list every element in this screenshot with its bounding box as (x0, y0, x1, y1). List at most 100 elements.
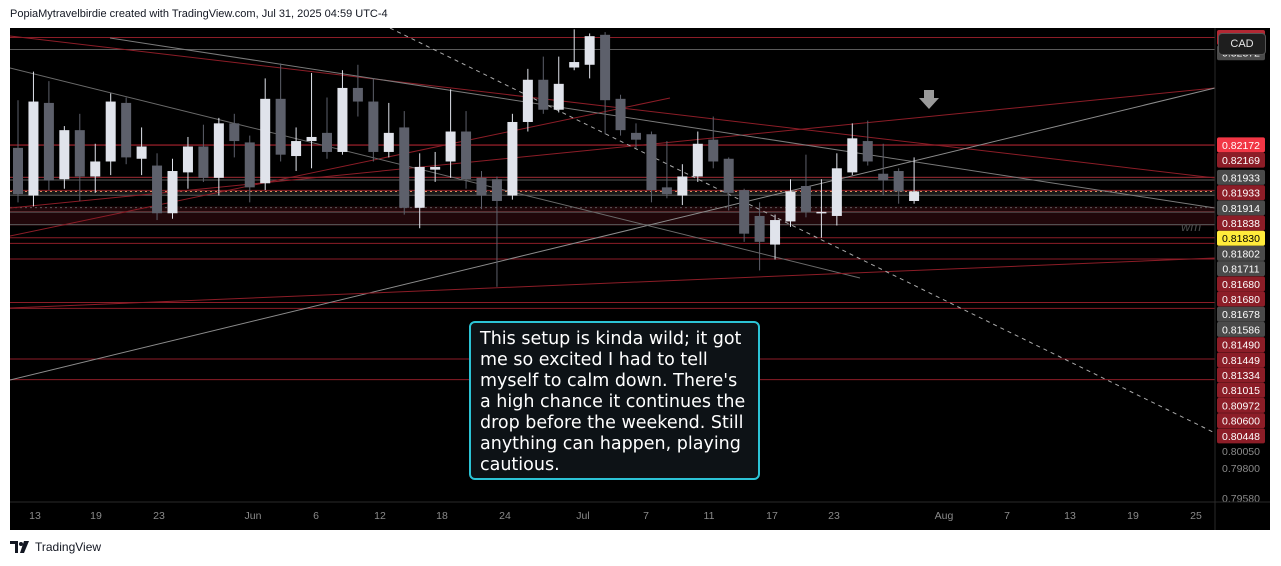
candle-body (770, 220, 781, 245)
candle-body (646, 134, 657, 191)
candle-body (182, 146, 193, 173)
candle-body (383, 132, 394, 152)
candle-body (569, 62, 580, 68)
time-tick-label: Aug (935, 510, 954, 522)
candle-body (152, 165, 163, 214)
trend-line (10, 257, 1216, 309)
trend-line (10, 97, 671, 237)
price-label: 0.81914 (1222, 203, 1260, 215)
price-label-bg (1217, 291, 1265, 307)
candle-body (631, 132, 641, 140)
candle-body (136, 146, 147, 159)
candle-body (43, 102, 54, 181)
time-tick-label: 6 (313, 510, 319, 522)
price-label: 0.80600 (1222, 416, 1260, 428)
tradingview-icon (10, 541, 29, 553)
candle-body (878, 173, 889, 181)
candle-body (229, 123, 240, 142)
time-tick-label: 13 (29, 510, 41, 522)
candle-body (260, 98, 271, 184)
time-tick-label: 11 (704, 510, 715, 522)
candle-body (13, 147, 23, 195)
watermark: wm (1181, 219, 1201, 234)
candle-body (28, 101, 39, 196)
price-label: 0.81933 (1222, 172, 1260, 184)
candle-body (723, 158, 734, 193)
candle-body (800, 186, 811, 212)
price-label: 0.82169 (1222, 155, 1260, 167)
candle-body (816, 211, 827, 214)
candle-body (522, 79, 533, 122)
candle-body (893, 171, 904, 192)
candle-body (337, 87, 348, 152)
candle-body (661, 187, 672, 195)
candle-body (445, 131, 456, 162)
time-tick-label: 12 (374, 510, 386, 522)
price-label-bg (1217, 382, 1265, 398)
price-label: 0.81711 (1222, 264, 1259, 276)
zone-band (10, 190, 1215, 196)
price-label-bg (1217, 413, 1265, 429)
price-label-bg (1217, 215, 1265, 231)
price-label: 0.81933 (1222, 188, 1260, 200)
candle-body (909, 191, 920, 201)
candle-body (74, 130, 85, 177)
candle-body (244, 142, 255, 188)
candle-body (461, 131, 472, 180)
candle-body (847, 138, 858, 173)
price-label: 0.81680 (1222, 294, 1260, 306)
price-label-bg (1217, 245, 1265, 261)
candle-body (90, 161, 101, 177)
price-label-bg (1217, 428, 1265, 444)
candle-body (785, 191, 796, 222)
time-tick-label: 17 (766, 510, 778, 522)
candle-body (399, 127, 410, 208)
candle-body (352, 87, 363, 102)
candle-body (538, 79, 549, 110)
price-label: 0.81830 (1222, 233, 1260, 245)
price-label-bg (1217, 337, 1265, 353)
down-arrow-icon (919, 90, 939, 109)
price-label-bg (1217, 276, 1265, 292)
candle-body (121, 102, 132, 158)
time-tick-label: 13 (1064, 510, 1076, 522)
candle-body (322, 132, 332, 152)
trend-line (10, 87, 1216, 381)
candle-body (831, 168, 842, 216)
time-tick-label: 7 (643, 510, 649, 522)
price-label: 0.81680 (1222, 279, 1260, 291)
price-label: 0.80972 (1222, 400, 1260, 412)
candle-body (306, 136, 317, 142)
time-tick-label: 23 (153, 510, 165, 522)
time-tick-label: Jun (245, 510, 262, 522)
candle-body (213, 123, 224, 178)
candle-body (615, 98, 626, 131)
price-label: 0.79800 (1222, 463, 1260, 475)
price-label-bg (1217, 185, 1265, 201)
price-label: 0.79580 (1222, 493, 1260, 505)
candle-body (414, 166, 425, 208)
candle-body (862, 141, 873, 162)
currency-button[interactable]: CAD (1218, 33, 1266, 55)
price-label: 0.81449 (1222, 355, 1260, 367)
note-annotation[interactable]: This setup is kinda wild; it got me so e… (469, 321, 760, 480)
candle-body (491, 179, 502, 201)
candle-body (677, 176, 688, 196)
trend-line (10, 87, 1216, 209)
price-label-bg (1217, 306, 1265, 322)
time-tick-label: 7 (1004, 510, 1010, 522)
candle-body (368, 101, 379, 152)
candle-body (476, 177, 487, 196)
tradingview-logo[interactable]: TradingView (10, 540, 101, 554)
tradingview-brand: TradingView (35, 540, 102, 554)
candle-body (59, 130, 70, 180)
price-label-bg (1217, 261, 1265, 277)
price-label: 0.81838 (1222, 218, 1260, 230)
candle-body (754, 215, 765, 242)
price-label: 0.81015 (1222, 385, 1260, 397)
time-tick-label: 19 (90, 510, 102, 522)
price-label-bg (1217, 152, 1265, 168)
price-label: 0.81586 (1222, 324, 1260, 336)
price-label-bg (1217, 230, 1265, 246)
candle-body (600, 34, 611, 101)
